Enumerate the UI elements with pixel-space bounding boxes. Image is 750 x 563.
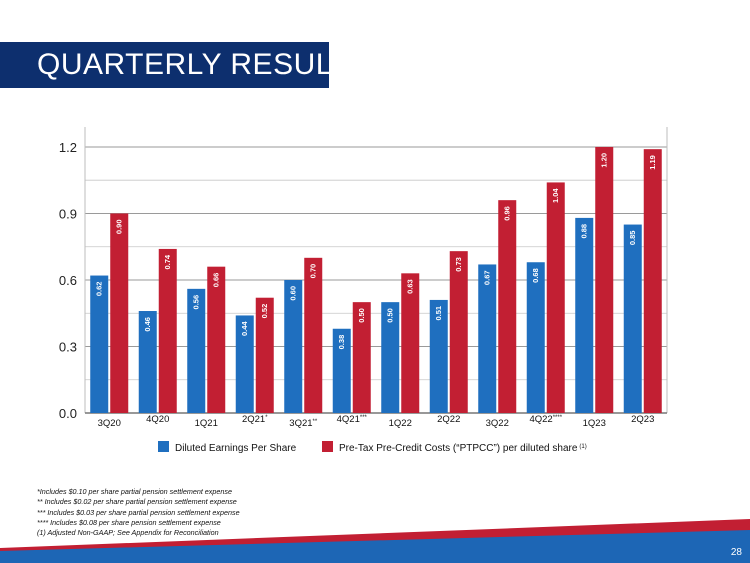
x-tick-label: 3Q22 bbox=[486, 418, 509, 429]
y-tick-label: 0.6 bbox=[59, 273, 77, 288]
data-label: 0.85 bbox=[628, 231, 637, 246]
bar-eps bbox=[332, 328, 351, 413]
x-tick-label: 1Q22 bbox=[389, 418, 412, 429]
bar-ptpcc bbox=[595, 146, 614, 413]
bar-ptpcc bbox=[352, 302, 371, 413]
title-banner bbox=[0, 42, 329, 88]
data-label: 0.88 bbox=[580, 224, 589, 239]
bar-eps bbox=[90, 275, 109, 413]
data-label: 1.04 bbox=[551, 188, 560, 203]
footnotes: *Includes $0.10 per share partial pensio… bbox=[37, 487, 240, 538]
data-label: 0.60 bbox=[289, 286, 298, 301]
x-tick-label: 3Q20 bbox=[98, 418, 121, 429]
data-label: 0.62 bbox=[95, 282, 104, 297]
data-label: 0.74 bbox=[163, 254, 172, 269]
bar-ptpcc bbox=[546, 182, 565, 413]
bar-ptpcc bbox=[255, 297, 274, 413]
data-label: 0.46 bbox=[143, 317, 152, 332]
footnote-3: *** Includes $0.03 per share partial pen… bbox=[37, 507, 240, 517]
bar-ptpcc bbox=[498, 200, 517, 413]
bar-eps bbox=[623, 224, 642, 413]
data-label: 0.67 bbox=[483, 270, 492, 285]
legend-swatch bbox=[322, 441, 333, 452]
bar-ptpcc bbox=[304, 257, 323, 413]
bar-ptpcc bbox=[449, 251, 468, 413]
x-tick-marker: **** bbox=[553, 415, 563, 421]
x-tick-label: 2Q23 bbox=[631, 414, 654, 425]
bar-eps bbox=[235, 315, 254, 413]
footnote-4: **** Includes $0.08 per share pension se… bbox=[37, 517, 221, 527]
x-tick-label: 4Q20 bbox=[146, 414, 169, 425]
bar-eps bbox=[575, 217, 594, 413]
data-label: 1.19 bbox=[648, 155, 657, 170]
data-label: 0.51 bbox=[434, 306, 443, 321]
bar-eps bbox=[478, 264, 497, 413]
y-tick-label: 0.0 bbox=[59, 406, 77, 421]
data-label: 0.73 bbox=[454, 257, 463, 272]
bar-eps bbox=[381, 302, 400, 413]
y-tick-label: 0.9 bbox=[59, 206, 77, 221]
x-tick-marker: * bbox=[265, 415, 268, 421]
data-label: 0.38 bbox=[337, 335, 346, 350]
page-number: 28 bbox=[730, 547, 742, 558]
x-tick-label: 4Q22**** bbox=[529, 414, 562, 425]
data-label: 0.90 bbox=[115, 219, 124, 234]
data-label: 0.50 bbox=[386, 308, 395, 323]
legend-label: Diluted Earnings Per Share bbox=[175, 443, 297, 454]
bar-eps bbox=[526, 262, 545, 413]
y-tick-label: 1.2 bbox=[59, 140, 77, 155]
bar-ptpcc bbox=[110, 213, 129, 413]
footnote-5: (1) Adjusted Non-GAAP; See Appendix for … bbox=[37, 528, 219, 538]
legend-swatch bbox=[158, 441, 169, 452]
data-label: 0.56 bbox=[192, 295, 201, 310]
x-tick-marker: *** bbox=[360, 415, 368, 421]
page-title: QUARTERLY RESULTS bbox=[37, 48, 371, 81]
data-label: 0.63 bbox=[406, 279, 415, 294]
data-label: 0.44 bbox=[240, 321, 249, 336]
x-tick-label: 2Q22 bbox=[437, 414, 460, 425]
bar-ptpcc bbox=[643, 149, 662, 414]
x-tick-label: 2Q21* bbox=[242, 414, 268, 425]
data-label: 1.20 bbox=[600, 153, 609, 168]
bar-ptpcc bbox=[207, 266, 226, 413]
bar-ptpcc bbox=[158, 248, 177, 413]
legend-label: Pre-Tax Pre-Credit Costs (“PTPCC”) per d… bbox=[339, 443, 587, 454]
y-tick-label: 0.3 bbox=[59, 339, 77, 354]
bar-eps bbox=[138, 311, 157, 413]
x-tick-label: 1Q21 bbox=[195, 418, 218, 429]
data-label: 0.66 bbox=[212, 273, 221, 288]
data-label: 0.68 bbox=[531, 268, 540, 283]
data-label: 0.96 bbox=[503, 206, 512, 221]
data-label: 0.70 bbox=[309, 264, 318, 279]
footnote-2: ** Includes $0.02 per share partial pens… bbox=[37, 497, 237, 507]
x-tick-label: 3Q21** bbox=[289, 418, 318, 429]
x-tick-label: 4Q21*** bbox=[337, 414, 368, 425]
bar-eps bbox=[284, 279, 303, 413]
x-tick-marker: ** bbox=[313, 419, 318, 425]
bar-chart: 0.0 0.3 0.6 0.9 1.2 0.62 0.90 3Q20 0.46 0.74 4Q20 0… bbox=[59, 127, 668, 454]
bar-eps bbox=[187, 288, 206, 413]
bar-ptpcc bbox=[401, 273, 420, 413]
bar-eps bbox=[429, 299, 448, 413]
x-tick-label: 1Q23 bbox=[583, 418, 606, 429]
legend-marker: (1) bbox=[579, 444, 586, 450]
data-label: 0.50 bbox=[357, 308, 366, 323]
data-label: 0.52 bbox=[260, 304, 269, 319]
footnote-1: *Includes $0.10 per share partial pensio… bbox=[37, 487, 232, 496]
